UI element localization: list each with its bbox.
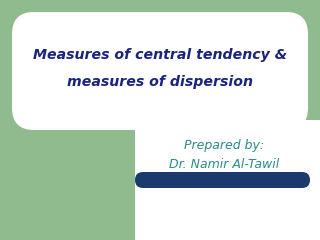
FancyBboxPatch shape — [12, 12, 308, 130]
Text: Measures of central tendency &: Measures of central tendency & — [33, 48, 287, 62]
Text: Dr. Namir Al-Tawil: Dr. Namir Al-Tawil — [169, 158, 279, 172]
Bar — [135, 120, 320, 240]
FancyBboxPatch shape — [135, 172, 310, 188]
Text: measures of dispersion: measures of dispersion — [67, 75, 253, 89]
Text: Prepared by:: Prepared by: — [184, 138, 264, 151]
